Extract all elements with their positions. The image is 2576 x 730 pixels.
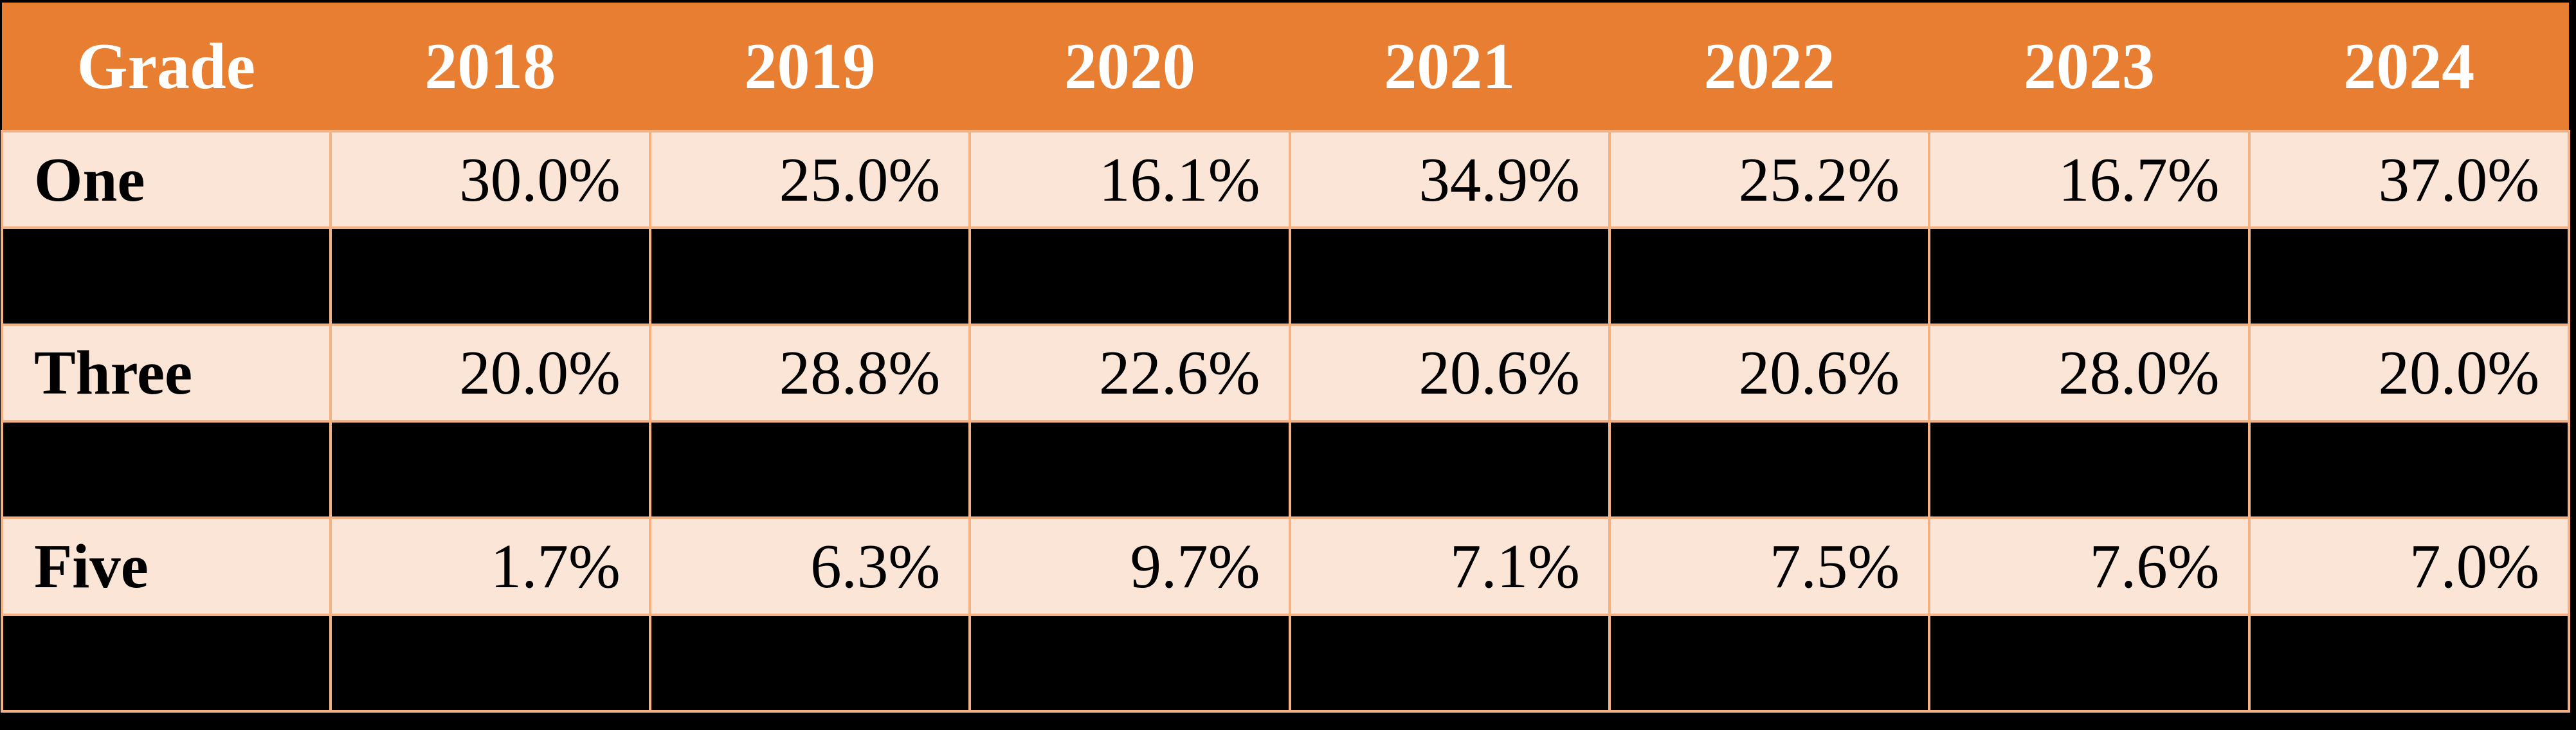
grade-percentage-table-wrap: Grade 2018 2019 2020 2021 2022 2023 2024… [1,3,2571,713]
redacted-cell [648,226,972,326]
redacted-cell [329,419,651,520]
value-five-2022: 7.5% [1608,516,1931,616]
value-five-2023: 7.6% [1928,516,2251,616]
value-five-2021: 7.1% [1288,516,1611,616]
grade-percentage-table: Grade 2018 2019 2020 2021 2022 2023 2024… [1,3,2571,713]
value-one-2020: 16.1% [968,129,1291,230]
redacted-cell [1928,226,2251,326]
value-five-2024: 7.0% [2247,516,2571,616]
redacted-cell [329,226,651,326]
table-row-five: Five 1.7% 6.3% 9.7% 7.1% 7.5% 7.6% 7.0% [1,516,2571,616]
column-header-2018: 2018 [330,3,650,131]
redacted-cell [648,419,972,520]
value-three-2022: 20.6% [1608,323,1931,423]
redacted-cell [1928,613,2251,713]
redacted-cell [1928,419,2251,520]
value-one-2019: 25.0% [648,129,972,230]
column-header-2023: 2023 [1929,3,2249,131]
value-three-2024: 20.0% [2247,323,2571,423]
redacted-cell [1288,419,1611,520]
value-three-2020: 22.6% [968,323,1291,423]
table-row-redacted-2 [1,419,2571,520]
value-five-2018: 1.7% [329,516,651,616]
header-row: Grade 2018 2019 2020 2021 2022 2023 2024 [2,3,2569,131]
column-header-2021: 2021 [1289,3,1610,131]
column-header-2019: 2019 [649,3,970,131]
value-five-2019: 6.3% [648,516,972,616]
redacted-cell [1,419,332,520]
redacted-cell [1608,419,1931,520]
row-label-five: Five [1,516,332,616]
table-row-redacted-1 [1,226,2571,326]
redacted-cell [1608,613,1931,713]
table-row-one: One 30.0% 25.0% 16.1% 34.9% 25.2% 16.7% … [1,129,2571,230]
column-header-2020: 2020 [970,3,1290,131]
redacted-cell [2247,419,2571,520]
value-five-2020: 9.7% [968,516,1291,616]
row-label-one: One [1,129,332,230]
column-header-grade: Grade [2,3,331,131]
redacted-cell [2247,613,2571,713]
value-one-2018: 30.0% [329,129,651,230]
redacted-cell [968,419,1291,520]
value-three-2023: 28.0% [1928,323,2251,423]
value-three-2021: 20.6% [1288,323,1611,423]
table-row-three: Three 20.0% 28.8% 22.6% 20.6% 20.6% 28.0… [1,323,2571,423]
table-row-redacted-3 [1,613,2571,713]
redacted-cell [1608,226,1931,326]
value-one-2023: 16.7% [1928,129,2251,230]
value-one-2024: 37.0% [2247,129,2571,230]
redacted-cell [1,226,332,326]
row-label-three: Three [1,323,332,423]
redacted-cell [329,613,651,713]
column-header-2024: 2024 [2249,3,2569,131]
redacted-cell [2247,226,2571,326]
redacted-cell [648,613,972,713]
value-one-2022: 25.2% [1608,129,1931,230]
redacted-cell [968,613,1291,713]
redacted-cell [1288,613,1611,713]
value-three-2019: 28.8% [648,323,972,423]
column-header-2022: 2022 [1609,3,1930,131]
redacted-cell [1,613,332,713]
redacted-cell [1288,226,1611,326]
value-three-2018: 20.0% [329,323,651,423]
value-one-2021: 34.9% [1288,129,1611,230]
redacted-cell [968,226,1291,326]
